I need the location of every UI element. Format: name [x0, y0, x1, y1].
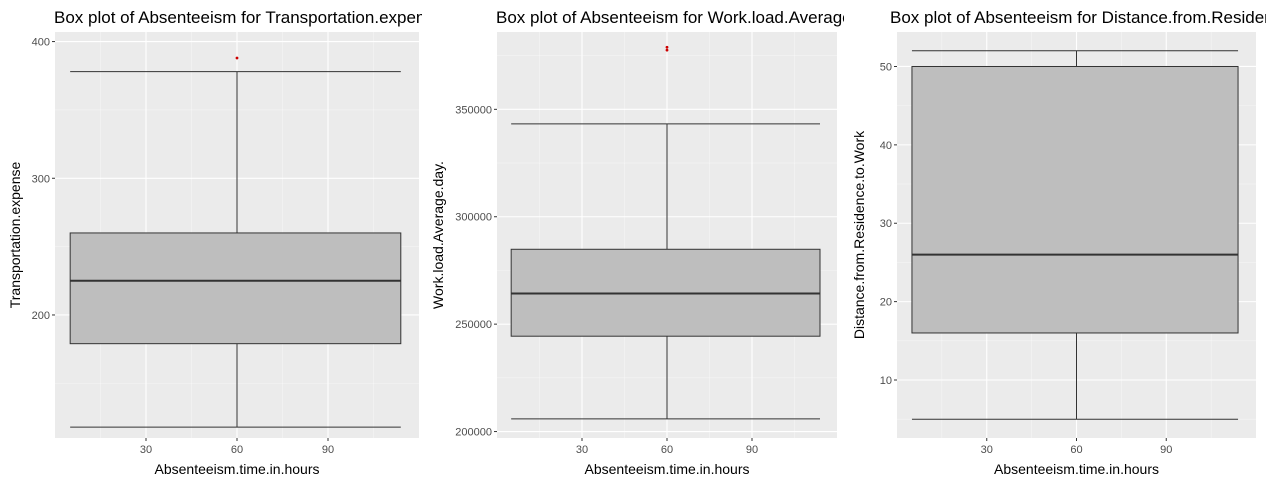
x-axis-title: Absenteeism.time.in.hours	[994, 461, 1159, 477]
x-tick-label: 30	[576, 444, 588, 456]
title-clip-group: Box plot of Absenteeism for Distance.fro…	[890, 8, 1266, 27]
chart-title: Box plot of Absenteeism for Transportati…	[54, 8, 443, 27]
box-plot-panel-1: 30 60 90 200 300 400 Absenteeism.time.in.hours…	[7, 8, 443, 477]
y-tick-label: 20	[880, 297, 892, 309]
y-tick-label: 400	[32, 37, 50, 49]
y-axis-title: Transportation.expense	[7, 162, 23, 309]
y-tick-label: 250000	[455, 319, 492, 331]
x-tick-label: 60	[1070, 444, 1082, 456]
y-tick-label: 10	[880, 375, 892, 387]
outlier-point	[665, 45, 669, 49]
outlier-point	[235, 56, 239, 60]
x-tick-label: 30	[140, 444, 152, 456]
chart-title: Box plot of Absenteeism for Distance.fro…	[890, 8, 1266, 27]
box-iqr	[69, 232, 402, 345]
box-plot-panel-2: 30 60 90 200000 250000 300000 350000 Absenteeis…	[430, 8, 887, 477]
x-tick-label: 90	[746, 444, 758, 456]
y-tick-label: 50	[880, 61, 892, 73]
outlier-point	[665, 48, 669, 52]
y-tick-label: 350000	[455, 104, 492, 116]
x-tick-label: 90	[322, 444, 334, 456]
x-axis-title: Absenteeism.time.in.hours	[155, 461, 320, 477]
title-clip-group: Box plot of Absenteeism for Transportati…	[54, 8, 443, 27]
y-axis-title: Distance.from.Residence.to.Work	[851, 130, 867, 339]
chart-title: Box plot of Absenteeism for Work.load.Av…	[496, 8, 887, 27]
x-tick-label: 60	[661, 444, 673, 456]
y-tick-label: 300000	[455, 212, 492, 224]
x-tick-label: 90	[1160, 444, 1172, 456]
y-tick-label: 200000	[455, 427, 492, 439]
box-iqr	[911, 65, 1239, 334]
x-axis-title: Absenteeism.time.in.hours	[585, 461, 750, 477]
y-tick-label: 300	[32, 173, 50, 185]
title-clip-group: Box plot of Absenteeism for Work.load.Av…	[496, 8, 887, 27]
y-tick-label: 30	[880, 218, 892, 230]
y-tick-label: 40	[880, 140, 892, 152]
box-plot-panel-3: 30 60 90 10 20 30 40 50 Absenteeism.time.in.hour…	[851, 8, 1266, 477]
x-tick-label: 30	[981, 444, 993, 456]
x-tick-label: 60	[231, 444, 243, 456]
y-axis-title: Work.load.Average.day.	[430, 161, 446, 309]
y-tick-label: 200	[32, 310, 50, 322]
